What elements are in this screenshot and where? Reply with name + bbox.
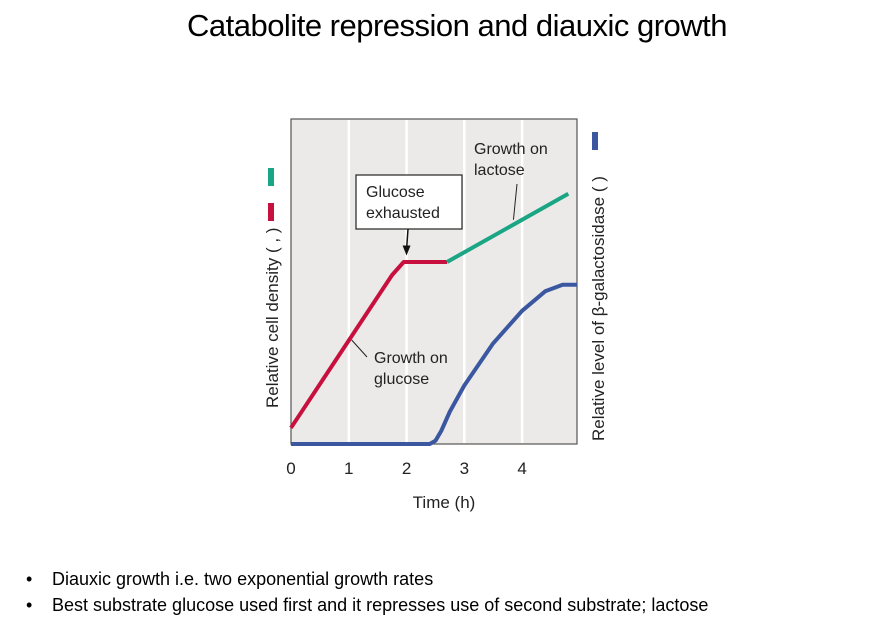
annotation-text: Glucose (366, 184, 425, 201)
series-line-lactose (446, 192, 570, 264)
arrowhead-icon (402, 245, 411, 256)
annotation-text: Growth on (474, 141, 548, 158)
bullet-item: • Best substrate glucose used first and i… (26, 595, 708, 621)
bullet-dot-icon: • (26, 569, 33, 589)
y-axis-label-right: Relative level of β-galactosidase ( ) (589, 176, 608, 441)
annotation-text: glucose (374, 371, 429, 388)
annotation-text: lactose (474, 162, 525, 179)
annotation-text: Growth on (374, 350, 448, 367)
slide-title: Catabolite repression and diauxic growth (186, 8, 728, 43)
legend-swatch-glucose (268, 203, 274, 221)
x-tick-label: 0 (286, 459, 295, 478)
plot-area (290, 118, 578, 445)
bullet-dot-icon: • (26, 595, 33, 615)
legend-swatch-bgal (592, 132, 598, 150)
series-line-bgal (291, 282, 577, 446)
bullet-text: Diauxic growth i.e. two exponential grow… (52, 569, 434, 589)
annotation-leader (351, 339, 368, 358)
annotation-box (355, 174, 463, 230)
bullet-item: • Diauxic growth i.e. two exponential gro… (26, 569, 708, 595)
annotation-text: exhausted (366, 205, 440, 222)
series-line-glucose (289, 260, 447, 429)
x-tick-label: 2 (402, 459, 411, 478)
bullet-list: • Diauxic growth i.e. two exponential gro… (26, 569, 708, 621)
annotation-leader (512, 183, 518, 220)
legend-swatch-lactose (268, 168, 274, 186)
x-tick-label: 3 (460, 459, 469, 478)
x-tick-label: 1 (344, 459, 353, 478)
y-axis-label-left: Relative cell density ( , ) (263, 228, 282, 408)
x-axis-label: Time (h) (413, 493, 476, 512)
x-tick-label: 4 (517, 459, 526, 478)
bullet-text: Best substrate glucose used first and it… (52, 595, 709, 615)
